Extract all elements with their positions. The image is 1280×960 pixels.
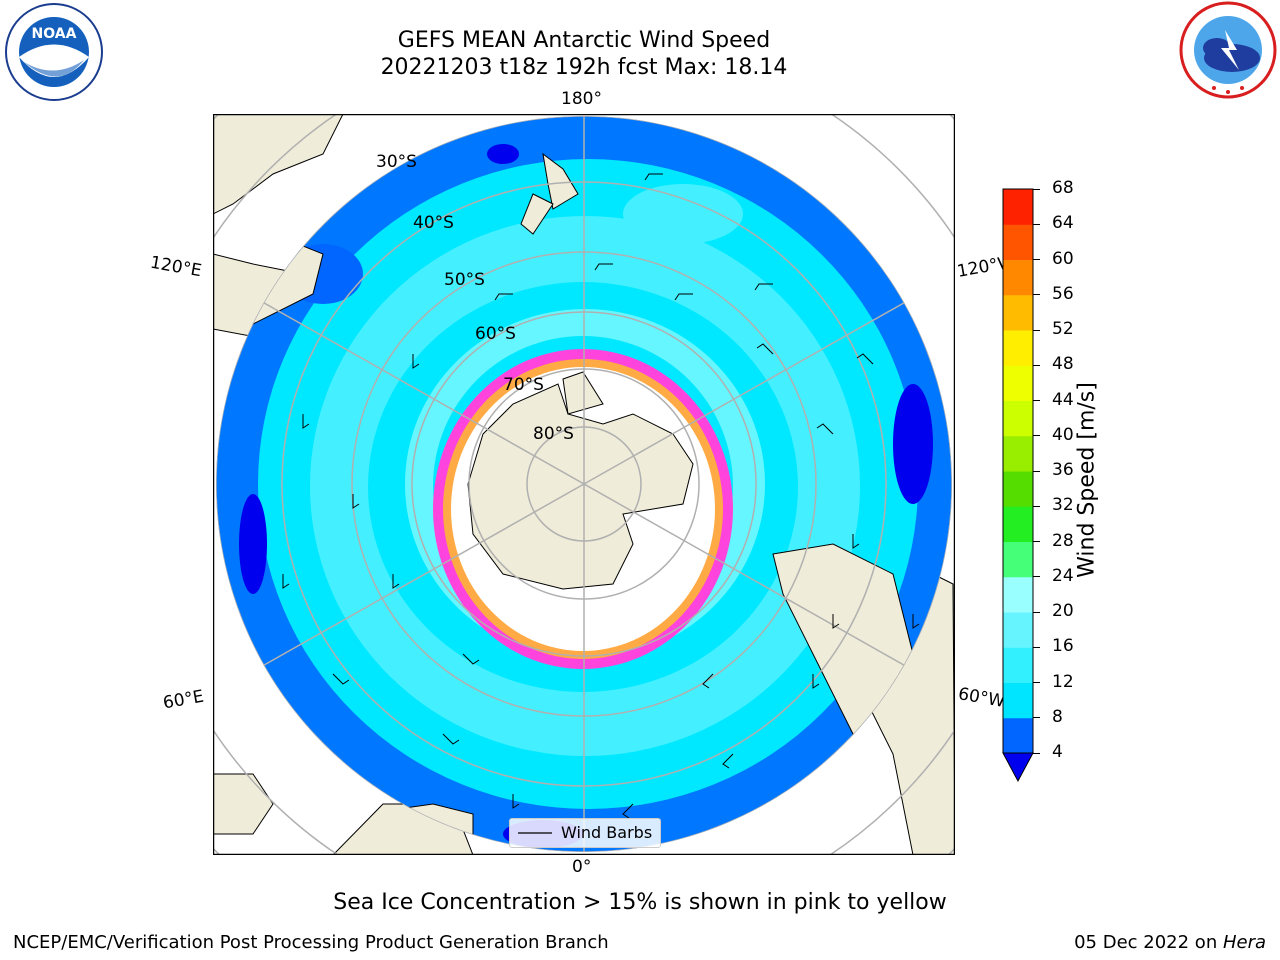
map-svg <box>212 113 956 856</box>
colorbar-tick-mark <box>1033 505 1040 507</box>
chart-subtitle: 20221203 t18z 192h fcst Max: 18.14 <box>380 55 788 80</box>
lat-label-70s: 70°S <box>503 375 544 395</box>
colorbar-tick-label: 44 <box>1052 389 1074 410</box>
colorbar-tick-mark <box>1033 294 1040 296</box>
sea-ice-note: Sea Ice Concentration > 15% is shown in … <box>333 890 947 915</box>
legend-line-icon <box>518 832 552 834</box>
graticule <box>216 116 952 852</box>
noaa-logo-text: NOAA <box>32 26 77 42</box>
colorbar-segment <box>1003 400 1033 437</box>
colorbar-tick-label: 16 <box>1052 636 1074 657</box>
colorbar <box>1000 185 1040 785</box>
colorbar-tick-label: 68 <box>1052 178 1074 198</box>
colorbar-tick-mark <box>1033 364 1040 366</box>
colorbar-segment <box>1003 294 1033 331</box>
lon-label-60w: 60°W <box>956 684 1007 712</box>
colorbar-svg <box>1002 188 1034 783</box>
colorbar-tick-mark <box>1033 259 1040 260</box>
colorbar-tick-mark <box>1033 188 1040 190</box>
map-legend: Wind Barbs <box>509 818 661 848</box>
colorbar-segment <box>1003 365 1033 401</box>
wind-barbs <box>282 173 920 819</box>
chart-title: GEFS MEAN Antarctic Wind Speed <box>397 28 771 53</box>
colorbar-tick-mark <box>1033 329 1040 331</box>
colorbar-segment <box>1003 682 1033 719</box>
colorbar-segment <box>1003 189 1033 225</box>
lat-label-80s: 80°S <box>533 424 574 444</box>
colorbar-tick-mark <box>1033 646 1040 648</box>
colorbar-tick-label: 40 <box>1052 424 1074 445</box>
colorbar-tick-mark <box>1033 223 1040 225</box>
colorbar-tick-label: 32 <box>1052 495 1074 516</box>
colorbar-tick-mark <box>1033 682 1040 683</box>
colorbar-tick-label: 4 <box>1052 742 1063 762</box>
noaa-logo: NOAA <box>4 2 104 102</box>
lat-label-50s: 50°S <box>444 270 485 290</box>
colorbar-tick-label: 20 <box>1052 601 1074 621</box>
colorbar-segment <box>1003 506 1033 542</box>
colorbar-tick-label: 48 <box>1052 354 1074 375</box>
lat-label-30s: 30°S <box>376 152 417 172</box>
colorbar-segment <box>1003 330 1033 366</box>
colorbar-segment <box>1003 647 1033 683</box>
lat-label-40s: 40°S <box>413 213 454 233</box>
colorbar-tick-label: 8 <box>1052 706 1063 727</box>
colorbar-tick-mark <box>1033 400 1040 401</box>
legend-label: Wind Barbs <box>561 823 653 842</box>
footer-credit: NCEP/EMC/Verification Post Processing Pr… <box>13 932 609 953</box>
colorbar-tick-label: 60 <box>1052 248 1074 269</box>
colorbar-tick-label: 12 <box>1052 671 1074 692</box>
footer-host: Hera <box>1222 932 1266 953</box>
colorbar-segment <box>1003 541 1033 578</box>
colorbar-segment <box>1003 435 1033 472</box>
colorbar-tick-label: 52 <box>1052 319 1074 339</box>
lon-label-top: 180° <box>561 89 602 109</box>
colorbar-extend-arrow <box>1002 752 1034 783</box>
colorbar-segment <box>1003 471 1033 507</box>
colorbar-segment <box>1003 717 1033 754</box>
colorbar-label: Wind Speed [m/s] <box>1074 382 1100 578</box>
lon-label-120e: 120°E <box>148 252 204 282</box>
map-panel <box>212 113 956 856</box>
colorbar-tick-mark <box>1033 752 1040 754</box>
footer-date: 05 Dec 2022 on Hera <box>1074 932 1266 953</box>
footer-date-text: 05 Dec 2022 on <box>1074 932 1223 953</box>
colorbar-tick-mark <box>1033 717 1040 719</box>
lon-label-bottom: 0° <box>572 857 592 877</box>
colorbar-tick-mark <box>1033 541 1040 542</box>
colorbar-tick-label: 36 <box>1052 460 1074 480</box>
colorbar-tick-mark <box>1033 611 1040 613</box>
nws-logo <box>1177 0 1279 100</box>
colorbar-tick-mark <box>1033 576 1040 578</box>
colorbar-tick-label: 56 <box>1052 283 1074 304</box>
colorbar-tick-label: 28 <box>1052 530 1074 551</box>
colorbar-tick-label: 24 <box>1052 565 1074 586</box>
colorbar-tick-mark <box>1033 470 1040 472</box>
colorbar-segment <box>1003 259 1033 296</box>
lon-label-60e: 60°E <box>161 686 206 714</box>
colorbar-segment <box>1003 576 1033 613</box>
lat-label-60s: 60°S <box>475 324 516 344</box>
colorbar-tick-mark <box>1033 435 1040 437</box>
colorbar-tick-label: 64 <box>1052 213 1074 234</box>
colorbar-segment <box>1003 224 1033 260</box>
colorbar-segment <box>1003 612 1033 648</box>
